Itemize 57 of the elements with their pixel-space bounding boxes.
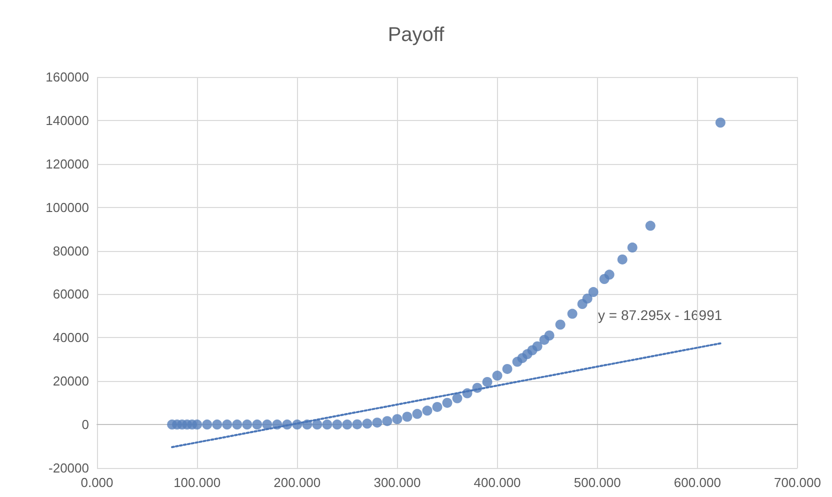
point [627, 242, 638, 253]
x-tick-label: 100.000 [174, 475, 221, 490]
point [492, 370, 502, 381]
point [588, 287, 598, 298]
point [412, 408, 422, 419]
y-tick-label: 20000 [52, 374, 89, 389]
point [372, 418, 382, 428]
y-tick-label: -20000 [48, 460, 89, 476]
chart-title: Payoff [388, 24, 445, 46]
y-tick-label: 100000 [46, 200, 89, 215]
point [422, 406, 432, 416]
point [482, 376, 492, 387]
point [502, 364, 512, 374]
point [402, 412, 412, 422]
point [262, 420, 272, 430]
point [312, 420, 322, 430]
point [452, 393, 462, 404]
y-tick-label: 0 [82, 417, 89, 432]
point [322, 420, 332, 430]
point [604, 270, 614, 280]
point [555, 320, 566, 330]
x-tick-label: 0.000 [80, 475, 114, 490]
point [212, 420, 222, 430]
point [617, 254, 628, 264]
point [432, 402, 442, 412]
x-tick-label: 200.000 [274, 475, 321, 490]
point [342, 420, 352, 430]
point [332, 420, 342, 430]
y-tick-label: 40000 [52, 330, 89, 346]
point [362, 418, 372, 429]
point [352, 419, 362, 430]
x-tick-label: 400.000 [474, 475, 521, 490]
y-tick-label: 160000 [46, 70, 89, 84]
point [382, 416, 392, 426]
point [645, 220, 656, 231]
point [392, 414, 402, 424]
point [582, 294, 592, 304]
point [715, 118, 726, 128]
y-tick-label: 140000 [46, 112, 89, 128]
point [567, 308, 578, 319]
point [232, 420, 242, 430]
point [442, 398, 452, 408]
point [192, 420, 202, 430]
point [252, 420, 262, 430]
annotation: y = 87.295x - 16991 [598, 307, 722, 323]
x-tick-label: 600.000 [674, 475, 721, 490]
y-tick-label: 80000 [52, 243, 89, 258]
x-tick-label: 700.000 [774, 475, 822, 490]
y-tick-label: 60000 [52, 286, 89, 302]
point [202, 420, 212, 430]
point [544, 330, 554, 340]
point [242, 420, 252, 430]
y-tick-label: 120000 [46, 156, 89, 172]
point [532, 341, 542, 352]
point [222, 420, 232, 430]
x-tick-label: 500.000 [574, 475, 621, 490]
x-tick-label: 300.000 [374, 475, 421, 490]
